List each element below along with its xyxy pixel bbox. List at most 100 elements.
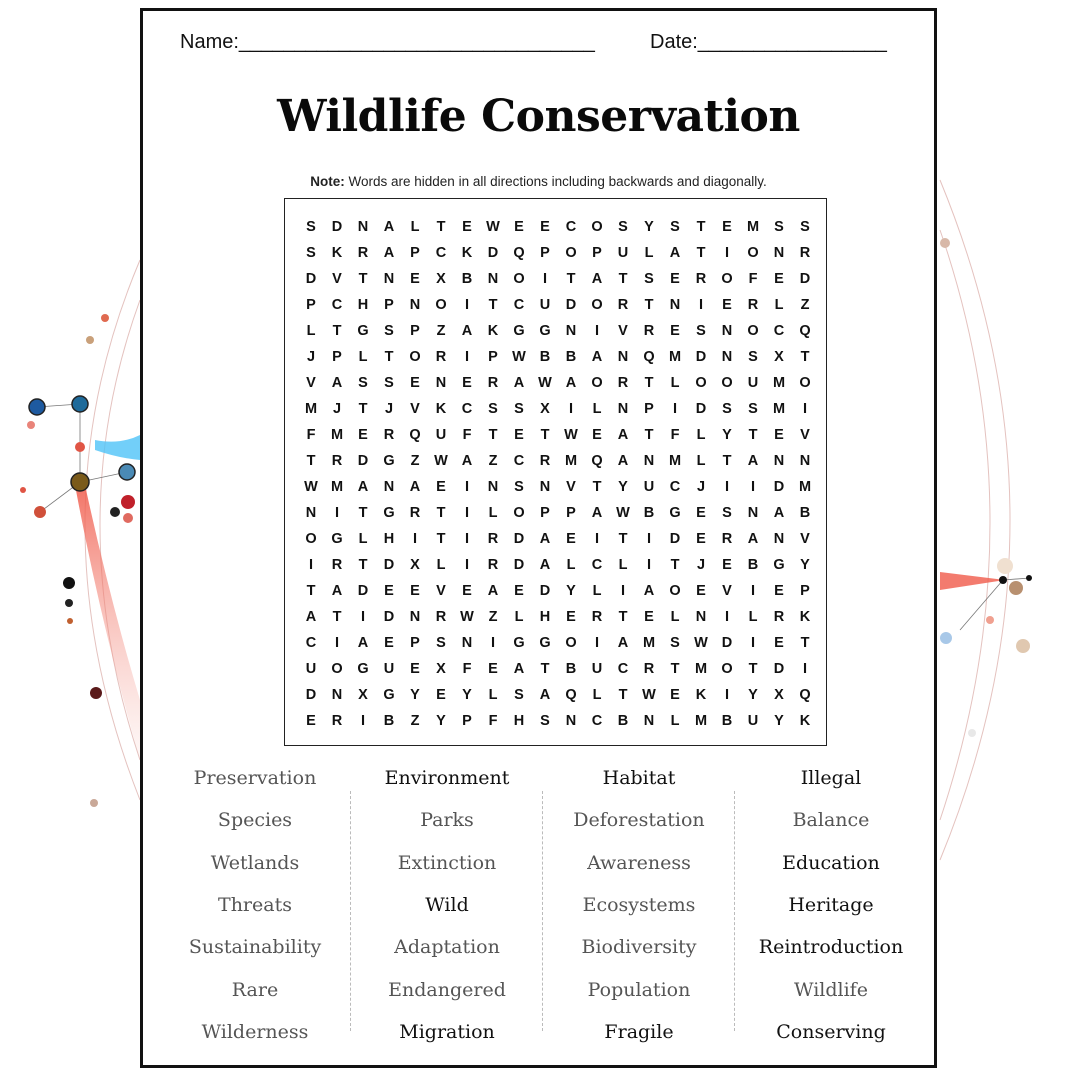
grid-letter[interactable]: L [670,375,680,391]
grid-letter[interactable]: N [565,713,577,729]
grid-letter[interactable]: T [358,557,368,573]
grid-letter[interactable]: D [305,271,317,287]
grid-letter[interactable]: U [747,375,759,391]
grid-letter[interactable]: T [436,219,446,235]
grid-letter[interactable]: D [487,245,499,261]
grid-letter[interactable]: A [331,583,343,599]
grid-letter[interactable]: R [799,245,811,261]
grid-letter[interactable]: N [565,323,577,339]
grid-letter[interactable]: A [487,583,499,599]
grid-letter[interactable]: R [643,323,655,339]
grid-letter[interactable]: T [748,661,758,677]
grid-letter[interactable]: N [617,349,629,365]
grid-letter[interactable]: T [540,661,550,677]
grid-letter[interactable]: Y [748,687,758,703]
grid-letter[interactable]: K [799,609,811,625]
grid-letter[interactable]: O [591,297,603,313]
grid-letter[interactable]: M [668,453,682,469]
grid-letter[interactable]: T [306,583,316,599]
grid-letter[interactable]: S [384,375,394,391]
grid-letter[interactable]: I [334,635,340,651]
grid-letter[interactable]: D [695,349,707,365]
grid-letter[interactable]: N [409,297,421,313]
grid-letter[interactable]: R [487,375,499,391]
grid-letter[interactable]: S [748,401,758,417]
grid-letter[interactable]: K [435,401,447,417]
grid-letter[interactable]: R [747,297,759,313]
grid-letter[interactable]: N [617,401,629,417]
grid-letter[interactable]: Y [800,557,810,573]
grid-letter[interactable]: R [591,609,603,625]
grid-letter[interactable]: A [357,635,369,651]
grid-letter[interactable]: E [670,687,680,703]
grid-letter[interactable]: D [331,219,343,235]
grid-letter[interactable]: I [360,609,366,625]
grid-letter[interactable]: E [410,583,420,599]
grid-letter[interactable]: W [486,219,500,235]
grid-letter[interactable]: G [539,635,551,651]
grid-letter[interactable]: B [617,713,629,729]
grid-letter[interactable]: L [592,401,602,417]
grid-letter[interactable]: E [462,375,472,391]
grid-letter[interactable]: G [383,453,395,469]
grid-letter[interactable]: C [435,245,447,261]
grid-letter[interactable]: D [383,609,395,625]
grid-letter[interactable]: A [409,479,421,495]
grid-letter[interactable]: W [564,427,578,443]
grid-letter[interactable]: T [670,661,680,677]
grid-letter[interactable]: G [383,687,395,703]
grid-letter[interactable]: Q [799,687,811,703]
grid-letter[interactable]: A [357,479,369,495]
grid-letter[interactable]: J [306,349,316,365]
grid-letter[interactable]: X [436,661,446,677]
grid-letter[interactable]: L [436,557,446,573]
grid-letter[interactable]: J [696,557,706,573]
grid-letter[interactable]: T [618,687,628,703]
grid-letter[interactable]: N [799,453,811,469]
grid-letter[interactable]: E [436,687,446,703]
grid-letter[interactable]: R [383,427,395,443]
grid-letter[interactable]: S [488,401,498,417]
grid-letter[interactable]: L [488,687,498,703]
grid-letter[interactable]: E [436,479,446,495]
grid-letter[interactable]: S [384,323,394,339]
grid-letter[interactable]: I [698,297,704,313]
grid-letter[interactable]: L [592,583,602,599]
grid-letter[interactable]: M [772,401,786,417]
grid-letter[interactable]: D [357,583,369,599]
grid-letter[interactable]: E [514,219,524,235]
grid-letter[interactable]: W [642,687,656,703]
grid-letter[interactable]: T [644,297,654,313]
grid-letter[interactable]: A [461,323,473,339]
grid-letter[interactable]: E [774,271,784,287]
grid-letter[interactable]: T [436,505,446,521]
grid-letter[interactable]: I [750,635,756,651]
grid-letter[interactable]: O [591,219,603,235]
grid-letter[interactable]: S [436,635,446,651]
grid-letter[interactable]: A [617,453,629,469]
grid-letter[interactable]: O [305,531,317,547]
grid-letter[interactable]: R [539,453,551,469]
grid-letter[interactable]: E [722,557,732,573]
grid-letter[interactable]: C [513,453,525,469]
grid-letter[interactable]: I [724,687,730,703]
grid-letter[interactable]: Z [488,609,498,625]
grid-letter[interactable]: N [747,505,759,521]
grid-letter[interactable]: M [330,427,344,443]
grid-letter[interactable]: X [540,401,550,417]
grid-letter[interactable]: P [462,713,472,729]
grid-letter[interactable]: O [721,661,733,677]
grid-letter[interactable]: A [513,661,525,677]
grid-letter[interactable]: T [800,635,810,651]
grid-letter[interactable]: V [306,375,316,391]
grid-letter[interactable]: Y [618,479,628,495]
grid-letter[interactable]: A [617,427,629,443]
grid-letter[interactable]: L [618,557,628,573]
grid-letter[interactable]: T [488,427,498,443]
grid-letter[interactable]: C [305,635,317,651]
grid-letter[interactable]: K [331,245,343,261]
grid-letter[interactable]: E [644,609,654,625]
grid-letter[interactable]: W [694,635,708,651]
grid-letter[interactable]: U [617,245,629,261]
grid-letter[interactable]: H [383,531,395,547]
